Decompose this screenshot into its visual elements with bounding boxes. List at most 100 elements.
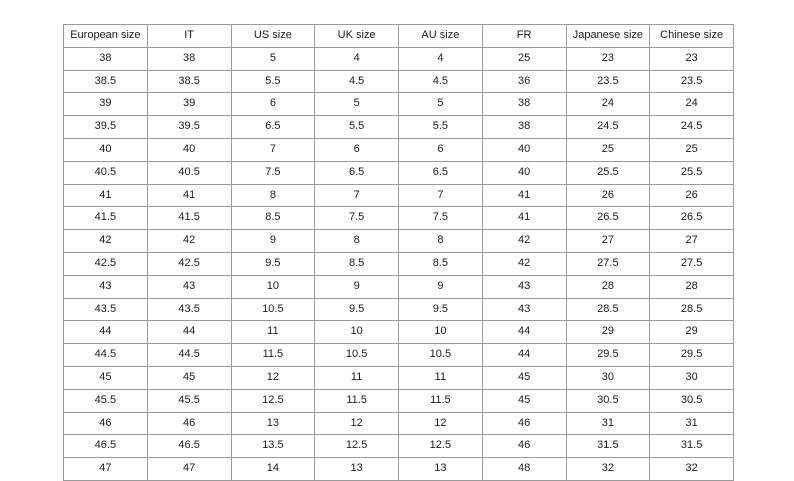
cell-chinese-size: 29 <box>649 320 734 345</box>
cell-japanese-size: 30 <box>565 365 651 390</box>
cell-european-size: 47 <box>63 457 148 481</box>
cell-european-size: 42 <box>63 229 148 253</box>
cell-us-size: 9.5 <box>230 251 316 276</box>
size-chart-container: European size IT US size UK size AU size FR Ja… <box>63 24 734 481</box>
cell-us-size: 10.5 <box>230 297 316 322</box>
cell-japanese-size: 24 <box>565 92 651 117</box>
cell-japanese-size: 25.5 <box>565 160 651 185</box>
table-row: 42 42 9 8 8 42 27 27 <box>63 229 734 253</box>
cell-fr: 41 <box>481 206 567 231</box>
cell-chinese-size: 23.5 <box>649 69 734 94</box>
cell-us-size: 12.5 <box>230 388 316 413</box>
cell-it: 42 <box>146 229 232 253</box>
cell-japanese-size: 23 <box>565 46 651 71</box>
cell-it: 41 <box>146 183 232 208</box>
table-row: 40 40 7 6 6 40 25 25 <box>63 137 734 162</box>
cell-uk-size: 13 <box>314 457 399 481</box>
table-row: 41.5 41.5 8.5 7.5 7.5 41 26.5 26.5 <box>63 206 734 231</box>
cell-au-size: 7.5 <box>398 206 483 231</box>
cell-uk-size: 6.5 <box>314 160 399 185</box>
cell-it: 42.5 <box>146 251 232 276</box>
cell-japanese-size: 26 <box>565 183 651 208</box>
cell-japanese-size: 23.5 <box>565 69 651 94</box>
cell-chinese-size: 26.5 <box>649 206 734 231</box>
cell-chinese-size: 30 <box>649 365 734 390</box>
cell-us-size: 10 <box>230 274 316 299</box>
cell-fr: 40 <box>481 137 567 162</box>
cell-chinese-size: 28 <box>649 274 734 299</box>
cell-chinese-size: 26 <box>649 183 734 208</box>
cell-fr: 41 <box>481 183 567 208</box>
cell-european-size: 43.5 <box>63 297 148 322</box>
cell-au-size: 13 <box>398 457 483 481</box>
cell-it: 43.5 <box>146 297 232 322</box>
cell-european-size: 45 <box>63 365 148 390</box>
cell-au-size: 5 <box>398 92 483 117</box>
cell-japanese-size: 26.5 <box>565 206 651 231</box>
cell-au-size: 6.5 <box>398 160 483 185</box>
cell-au-size: 9.5 <box>398 297 483 322</box>
cell-fr: 44 <box>481 343 567 367</box>
cell-us-size: 7 <box>230 137 316 162</box>
cell-us-size: 11.5 <box>230 343 316 367</box>
cell-japanese-size: 29 <box>565 320 651 345</box>
cell-it: 44.5 <box>146 343 232 367</box>
cell-it: 45 <box>146 365 232 390</box>
cell-us-size: 5 <box>230 46 316 71</box>
table-row: 41 41 8 7 7 41 26 26 <box>63 183 734 208</box>
cell-it: 39 <box>146 92 232 117</box>
cell-us-size: 13.5 <box>230 434 316 459</box>
cell-european-size: 44.5 <box>63 343 148 367</box>
cell-fr: 43 <box>481 274 567 299</box>
cell-it: 41.5 <box>146 206 232 231</box>
table-row: 43.5 43.5 10.5 9.5 9.5 43 28.5 28.5 <box>63 297 734 322</box>
cell-uk-size: 10 <box>314 320 399 345</box>
cell-uk-size: 4.5 <box>314 69 399 94</box>
cell-us-size: 6.5 <box>230 115 316 139</box>
cell-european-size: 46 <box>63 411 148 436</box>
cell-au-size: 7 <box>398 183 483 208</box>
cell-fr: 25 <box>481 46 567 71</box>
cell-uk-size: 10.5 <box>314 343 399 367</box>
cell-au-size: 5.5 <box>398 115 483 139</box>
cell-japanese-size: 31.5 <box>565 434 651 459</box>
cell-european-size: 38.5 <box>63 69 148 94</box>
table-row: 45 45 12 11 11 45 30 30 <box>63 365 734 390</box>
cell-uk-size: 7.5 <box>314 206 399 231</box>
column-header-us-size: US size <box>230 24 316 48</box>
cell-european-size: 45.5 <box>63 388 148 413</box>
table-row: 42.5 42.5 9.5 8.5 8.5 42 27.5 27.5 <box>63 251 734 276</box>
cell-european-size: 42.5 <box>63 251 148 276</box>
cell-uk-size: 8 <box>314 229 399 253</box>
cell-japanese-size: 30.5 <box>565 388 651 413</box>
cell-chinese-size: 27 <box>649 229 734 253</box>
table-row: 40.5 40.5 7.5 6.5 6.5 40 25.5 25.5 <box>63 160 734 185</box>
cell-fr: 43 <box>481 297 567 322</box>
cell-au-size: 8 <box>398 229 483 253</box>
table-header: European size IT US size UK size AU size FR Ja… <box>63 24 734 48</box>
column-header-chinese-size: Chinese size <box>649 24 734 48</box>
cell-japanese-size: 24.5 <box>565 115 651 139</box>
cell-it: 40 <box>146 137 232 162</box>
cell-european-size: 41 <box>63 183 148 208</box>
cell-it: 39.5 <box>146 115 232 139</box>
table-row: 47 47 14 13 13 48 32 32 <box>63 457 734 481</box>
cell-fr: 46 <box>481 434 567 459</box>
cell-it: 47 <box>146 457 232 481</box>
cell-japanese-size: 28.5 <box>565 297 651 322</box>
cell-fr: 42 <box>481 229 567 253</box>
table-row: 38 38 5 4 4 25 23 23 <box>63 46 734 71</box>
cell-european-size: 38 <box>63 46 148 71</box>
table-row: 43 43 10 9 9 43 28 28 <box>63 274 734 299</box>
cell-european-size: 41.5 <box>63 206 148 231</box>
cell-us-size: 5.5 <box>230 69 316 94</box>
cell-chinese-size: 25 <box>649 137 734 162</box>
cell-au-size: 4 <box>398 46 483 71</box>
cell-uk-size: 6 <box>314 137 399 162</box>
cell-au-size: 11.5 <box>398 388 483 413</box>
cell-it: 38 <box>146 46 232 71</box>
cell-japanese-size: 27.5 <box>565 251 651 276</box>
cell-uk-size: 9.5 <box>314 297 399 322</box>
cell-european-size: 40.5 <box>63 160 148 185</box>
cell-chinese-size: 27.5 <box>649 251 734 276</box>
